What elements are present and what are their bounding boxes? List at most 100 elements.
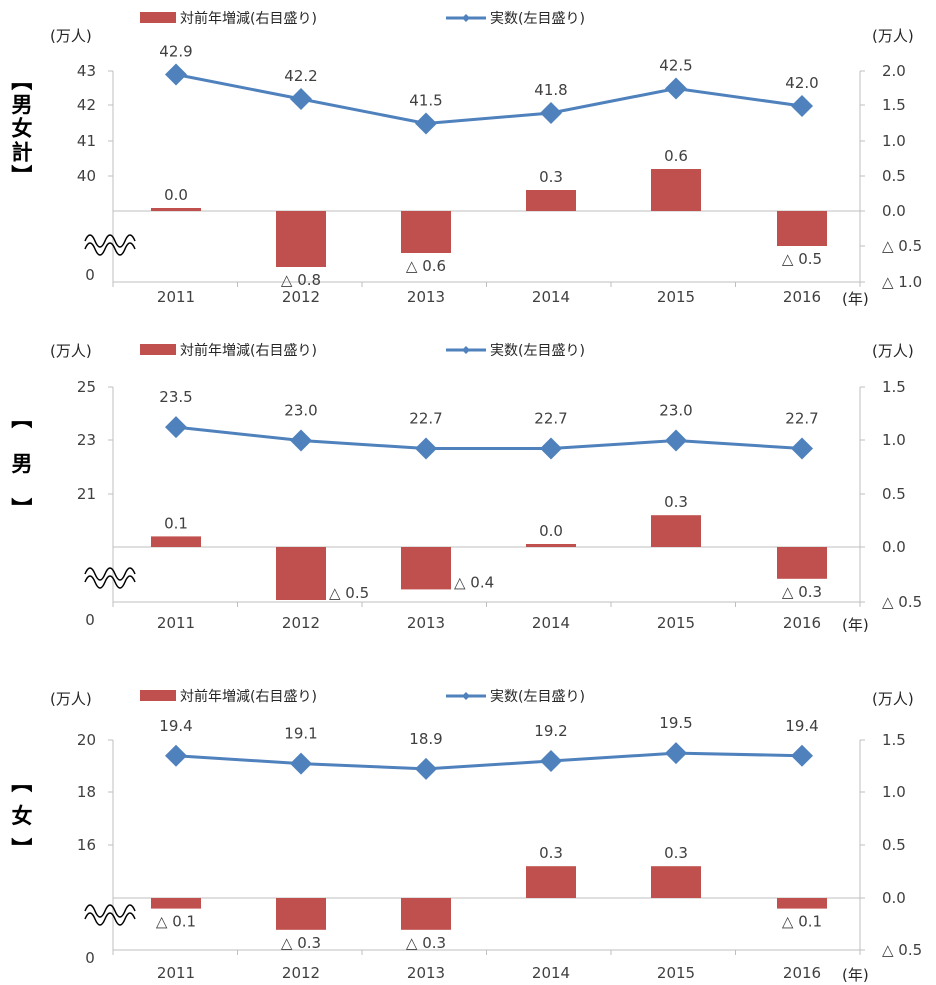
bar-data-label: △ 0.6 — [406, 257, 446, 275]
legend-line-label: 実数(左目盛り) — [490, 689, 585, 705]
side-label-char: 【 — [9, 408, 33, 429]
bar-mark — [151, 208, 201, 211]
line-marker — [665, 742, 687, 765]
axis-break-wave — [84, 234, 136, 248]
line-marker — [791, 744, 813, 767]
legend-bar-label: 対前年増減(右目盛り) — [180, 10, 317, 27]
bar-mark — [651, 515, 701, 547]
x-unit-label: (年) — [842, 966, 869, 984]
side-label-char: 【 — [9, 70, 33, 91]
side-label-char: 】 — [9, 165, 33, 186]
axis-break-wave — [84, 912, 136, 926]
x-tick-label: 2013 — [407, 964, 445, 982]
line-marker — [290, 429, 312, 452]
legend-line-label: 実数(左目盛り) — [490, 11, 585, 27]
bar-mark — [151, 898, 201, 909]
line-marker — [540, 437, 562, 460]
right-tick-label: 1.5 — [882, 731, 906, 749]
line-data-label: 19.4 — [785, 717, 818, 735]
line-marker — [415, 437, 437, 460]
bar-mark — [276, 547, 326, 600]
legend-bar-label: 対前年増減(右目盛り) — [180, 688, 317, 705]
bar-data-label: 0.3 — [539, 844, 563, 862]
left-tick-label: 23 — [77, 431, 96, 449]
right-unit-label: (万人) — [872, 690, 914, 708]
right-tick-label: 1.0 — [882, 783, 906, 801]
side-label-char: 計 — [12, 140, 33, 164]
left-unit-label: (万人) — [50, 342, 92, 360]
x-tick-label: 2013 — [407, 288, 445, 306]
line-series — [175, 73, 803, 126]
line-data-label: 19.1 — [284, 725, 317, 743]
line-data-label: 19.5 — [659, 714, 692, 732]
line-marker — [165, 744, 187, 767]
line-data-label: 19.2 — [534, 722, 567, 740]
axis-break-wave — [84, 904, 136, 918]
line-series — [175, 425, 803, 451]
x-tick-label: 2016 — [783, 614, 821, 632]
left-tick-label: 43 — [77, 62, 96, 80]
bar-data-label: △ 0.8 — [281, 271, 321, 289]
bar-data-label: △ 0.4 — [454, 573, 494, 591]
line-marker — [665, 77, 687, 100]
side-label-char: 男 — [12, 93, 33, 117]
bar-data-label: 0.3 — [664, 493, 688, 511]
bar-mark — [526, 544, 576, 547]
line-data-label: 42.2 — [284, 67, 317, 85]
line-marker — [165, 63, 187, 86]
bar-data-label: 0.3 — [539, 168, 563, 186]
axis-break-wave — [84, 567, 136, 581]
bar-data-label: 0.0 — [164, 186, 188, 204]
side-label-char: 】 — [9, 838, 33, 859]
right-tick-label: 0.0 — [882, 202, 906, 220]
line-marker — [415, 112, 437, 135]
legend-bar-swatch — [140, 690, 176, 701]
chart-panel: 対前年増減(右目盛り) 実数(左目盛り) (万人) (万人) 【男女計】 43 42 41 40… — [9, 10, 922, 308]
legend-line-marker — [462, 14, 470, 22]
bar-data-label: △ 0.3 — [406, 934, 446, 952]
x-tick-label: 2011 — [157, 614, 195, 632]
bar-data-label: 0.1 — [164, 514, 188, 532]
bar-data-label: △ 0.3 — [281, 934, 321, 952]
side-label-char: 女 — [12, 117, 33, 141]
x-unit-label: (年) — [842, 616, 869, 634]
x-tick-label: 2012 — [282, 288, 320, 306]
bar-mark — [777, 898, 827, 909]
legend-bar-swatch — [140, 12, 176, 23]
x-tick-label: 2015 — [657, 288, 695, 306]
axis-break-wave — [84, 242, 136, 256]
bar-mark — [276, 898, 326, 930]
x-tick-label: 2014 — [532, 964, 570, 982]
right-unit-label: (万人) — [872, 342, 914, 360]
right-tick-label: 1.5 — [882, 378, 906, 396]
x-tick-label: 2014 — [532, 288, 570, 306]
left-tick-label: 41 — [77, 132, 96, 150]
bar-mark — [276, 211, 326, 267]
bar-mark — [651, 169, 701, 211]
bar-mark — [151, 536, 201, 547]
bar-mark — [401, 211, 451, 253]
bar-data-label: △ 0.1 — [782, 913, 822, 931]
x-tick-label: 2012 — [282, 964, 320, 982]
bar-data-label: △ 0.5 — [329, 584, 369, 602]
line-marker — [290, 88, 312, 110]
line-data-label: 41.5 — [409, 92, 442, 110]
bar-mark — [401, 547, 451, 590]
right-tick-label: △ 1.0 — [882, 273, 922, 291]
x-tick-label: 2015 — [657, 964, 695, 982]
bar-data-label: 0.3 — [664, 844, 688, 862]
right-tick-label: 2.0 — [882, 62, 906, 80]
line-marker — [290, 752, 312, 775]
x-tick-label: 2016 — [783, 288, 821, 306]
left-tick-label: 0 — [85, 949, 95, 967]
bar-data-label: 0.0 — [539, 522, 563, 540]
right-tick-label: 1.5 — [882, 96, 906, 114]
bar-mark — [526, 190, 576, 211]
axis-break-wave — [84, 575, 136, 589]
bar-mark — [401, 898, 451, 930]
bar-data-label: △ 0.5 — [782, 250, 822, 268]
line-data-label: 23.5 — [159, 388, 192, 406]
x-tick-label: 2012 — [282, 614, 320, 632]
left-tick-label: 16 — [77, 836, 96, 854]
